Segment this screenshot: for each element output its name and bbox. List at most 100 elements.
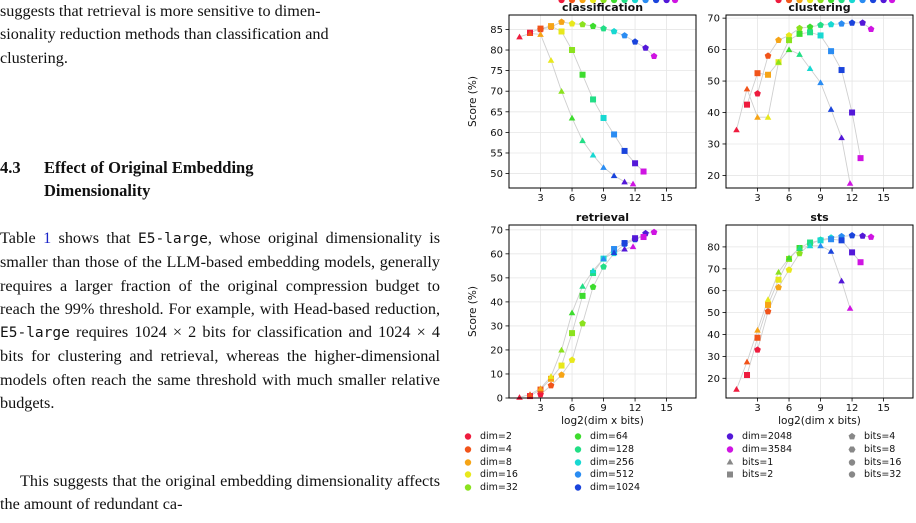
data-point [621,147,628,154]
data-point [629,180,637,187]
data-point [568,356,576,363]
data-point [765,71,772,78]
data-point [817,242,824,249]
plot-area [726,15,913,188]
y-tick-label: 30 [490,321,503,332]
data-point [806,23,814,30]
data-point [569,47,576,54]
legend-label: bits=8 [864,443,896,455]
data-point [589,0,597,4]
y-tick-label: 20 [707,374,720,385]
data-point [754,326,761,333]
legend-marker-circle [464,458,472,466]
legend-marker-pentagon [848,432,856,440]
data-point [838,67,845,74]
math-expression: 1024 × 4 [378,323,440,342]
y-tick-label: 70 [707,14,720,25]
data-point [589,151,597,158]
data-point [558,88,565,94]
data-point [846,180,854,186]
table-reference-link[interactable]: 1 [43,229,52,247]
data-point [817,79,824,86]
data-point [579,292,586,299]
y-tick-label: 80 [490,46,503,57]
data-point [671,0,679,4]
data-point [579,283,586,289]
data-point [849,249,856,256]
section-title: Effect of Original Embedding Dimensional… [44,156,304,203]
y-tick-label: 80 [707,242,720,253]
data-point [642,0,649,4]
x-tick-label: 9 [600,403,606,414]
axes-frame [725,224,914,399]
data-point [817,32,824,39]
data-point [806,65,814,71]
axes-frame [508,224,697,399]
y-tick-label: 60 [490,249,503,260]
data-point [621,245,628,252]
legend-marker-circle [464,433,472,440]
legend-label: bits=16 [864,456,902,468]
section-title-line: Dimensionality [44,181,151,201]
x-axis-label: log2(dim x bits) [561,415,644,427]
data-point [828,48,835,55]
data-point [838,237,845,244]
subplot-clustering: 3 6 9 12 15 20 30 40 50 60 70 clustering [707,0,914,204]
legend-label: bits=32 [864,469,902,481]
legend-marker-circle [464,446,472,453]
data-point [838,20,845,27]
data-point [558,346,565,353]
legend-label: dim=4 [480,443,512,455]
data-point [744,372,751,379]
data-point [579,20,586,28]
text-run: Table [0,229,44,247]
data-point [775,283,782,291]
data-point [764,52,772,59]
y-tick-label: 20 [707,171,720,182]
data-point [807,29,814,36]
text-run: shows that [51,229,138,247]
data-point [888,0,896,4]
data-point [846,305,854,311]
section-title-line: Effect of Original Embedding [44,158,254,177]
data-point [629,243,637,250]
data-point [796,30,803,37]
data-point [568,20,576,27]
x-tick-label: 9 [817,193,823,204]
y-tick-label: 30 [707,352,720,363]
text-line: suggests that retrieval is more sensitiv… [0,2,321,20]
subplot-sts: 3 6 9 12 15 20 30 40 50 60 70 80 sts log2(dim x bits) [707,0,914,427]
data-point [754,90,761,97]
paper-text-column: suggests that retrieval is more sensitiv… [0,0,440,523]
data-point [610,27,618,35]
data-point [589,22,597,29]
y-tick-label: 65 [490,107,503,118]
data-point [807,239,814,246]
data-point [558,0,565,4]
x-tick-label: 6 [569,403,575,414]
y-tick-label: 50 [707,308,720,319]
legend-marker-square [727,471,733,478]
data-point [547,57,555,63]
legend-marker-circle [464,471,472,479]
data-point [785,31,793,39]
data-point [857,259,864,266]
x-tick-label: 12 [846,193,859,204]
data-point [857,155,864,162]
subplot-title: clustering [788,1,850,14]
legend-label: dim=2 [480,431,512,442]
data-point [600,164,607,170]
data-point [621,0,628,4]
data-point [817,21,824,28]
data-point [806,242,814,249]
data-point [828,236,835,243]
data-point [848,0,856,4]
y-tick-label: 10 [490,369,503,380]
data-point [859,0,866,4]
data-point [744,101,751,108]
x-tick-label: 12 [846,403,859,414]
subplot-classification: 3 6 9 12 15 50 55 60 65 70 75 80 85 classification Sco… [467,0,697,204]
data-point [796,249,803,257]
legend-marker-circle [726,446,734,453]
data-point [621,178,628,185]
